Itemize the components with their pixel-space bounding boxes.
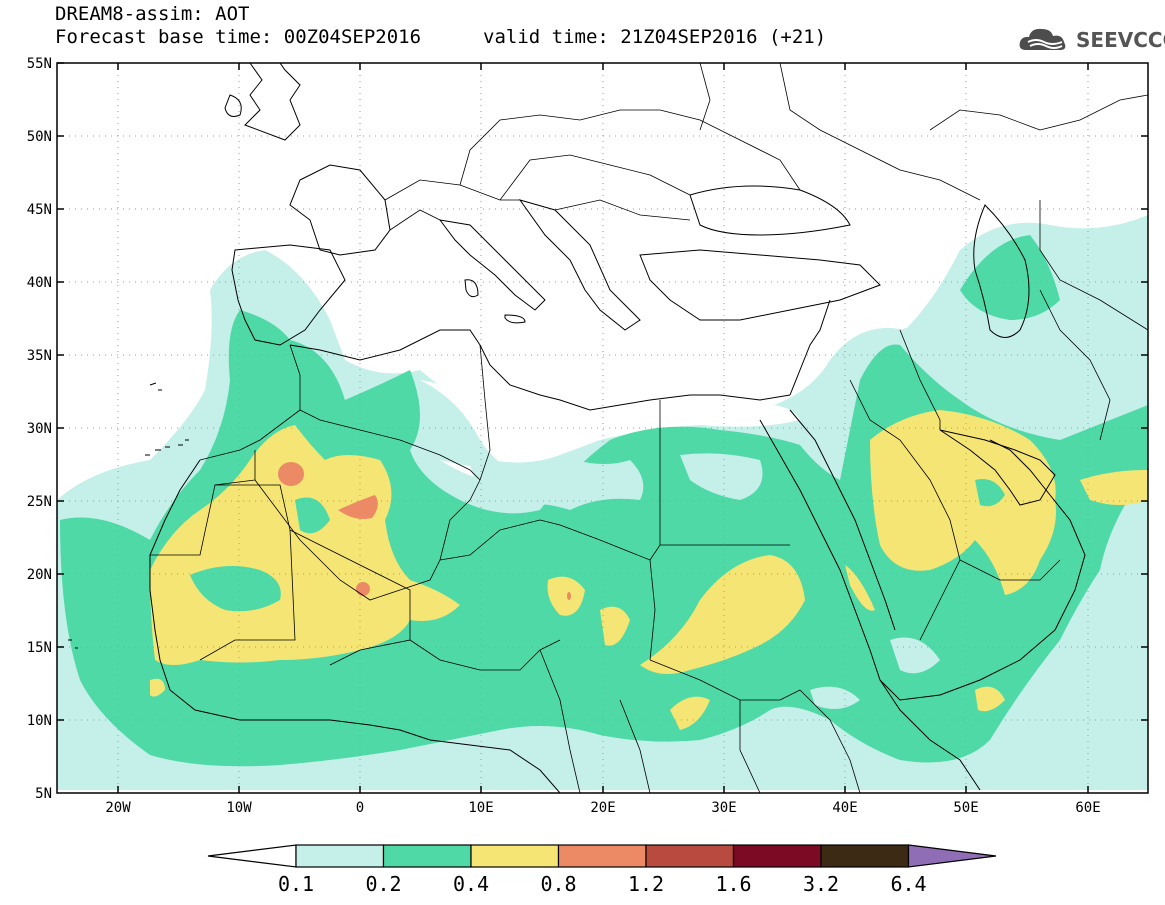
logo-text: SEEVCCC: [1076, 28, 1165, 52]
aot-level-0.1-islands: [165, 453, 940, 709]
lon-label: 50E: [953, 800, 978, 816]
legend-swatch: [645, 844, 735, 868]
cloud-icon: [1019, 28, 1066, 50]
legend-label: 6.4: [890, 872, 926, 896]
map-title: DREAM8-assim: AOT: [55, 3, 250, 25]
lon-label: 60E: [1075, 800, 1100, 816]
legend-label: 0.1: [278, 872, 314, 896]
aot-map: [57, 63, 1148, 793]
legend-swatch: [820, 844, 910, 868]
lat-label: 5N: [35, 786, 52, 802]
axis-ticks: [57, 62, 1148, 793]
longitude-labels: 20W 10W 0 10E 20E 30E 40E 50E 60E: [105, 800, 1100, 816]
seevccc-logo: SEEVCCC: [1018, 24, 1165, 56]
legend-label: 0.2: [365, 872, 401, 896]
legend-label: 0.8: [540, 872, 576, 896]
valid-time: valid time: 21Z04SEP2016 (+21): [483, 26, 827, 48]
legend-swatch: [295, 844, 385, 868]
lat-label: 45N: [27, 202, 52, 218]
aot-level-0.2-islands: [190, 479, 1005, 612]
lon-label: 20E: [590, 800, 615, 816]
lat-label: 25N: [27, 494, 52, 510]
legend-label: 0.4: [453, 872, 489, 896]
lon-label: 10W: [226, 800, 252, 816]
color-legend: 0.1 0.2 0.4 0.8 1.2 1.6 3.2 6.4: [207, 844, 997, 896]
legend-swatch: [732, 844, 822, 868]
lat-label: 20N: [27, 567, 52, 583]
lon-label: 20W: [105, 800, 131, 816]
lat-label: 50N: [27, 129, 52, 145]
lon-label: 40E: [832, 800, 857, 816]
legend-swatch: [470, 844, 560, 868]
lon-label: 0: [356, 800, 364, 816]
lon-label: 30E: [711, 800, 736, 816]
aot-level-0.8: [278, 462, 571, 600]
legend-label: 3.2: [803, 872, 839, 896]
country-borders: [150, 63, 1148, 793]
legend-swatch: [557, 844, 647, 868]
lat-label: 30N: [27, 421, 52, 437]
legend-arrow-low: [207, 844, 297, 868]
legend-arrow-high: [907, 844, 997, 868]
lon-label: 10E: [468, 800, 493, 816]
legend-label: 1.6: [715, 872, 751, 896]
lat-label: 35N: [27, 348, 52, 364]
legend-swatch: [382, 844, 472, 868]
legend-label: 1.2: [628, 872, 664, 896]
forecast-base-time: Forecast base time: 00Z04SEP2016: [55, 26, 422, 48]
lat-label: 40N: [27, 275, 52, 291]
lat-label: 15N: [27, 640, 52, 656]
lat-label: 10N: [27, 713, 52, 729]
coastlines: [68, 63, 1086, 793]
lat-label: 55N: [27, 56, 52, 72]
latitude-labels: 55N 50N 45N 40N 35N 30N 25N 20N 15N 10N …: [27, 56, 52, 802]
